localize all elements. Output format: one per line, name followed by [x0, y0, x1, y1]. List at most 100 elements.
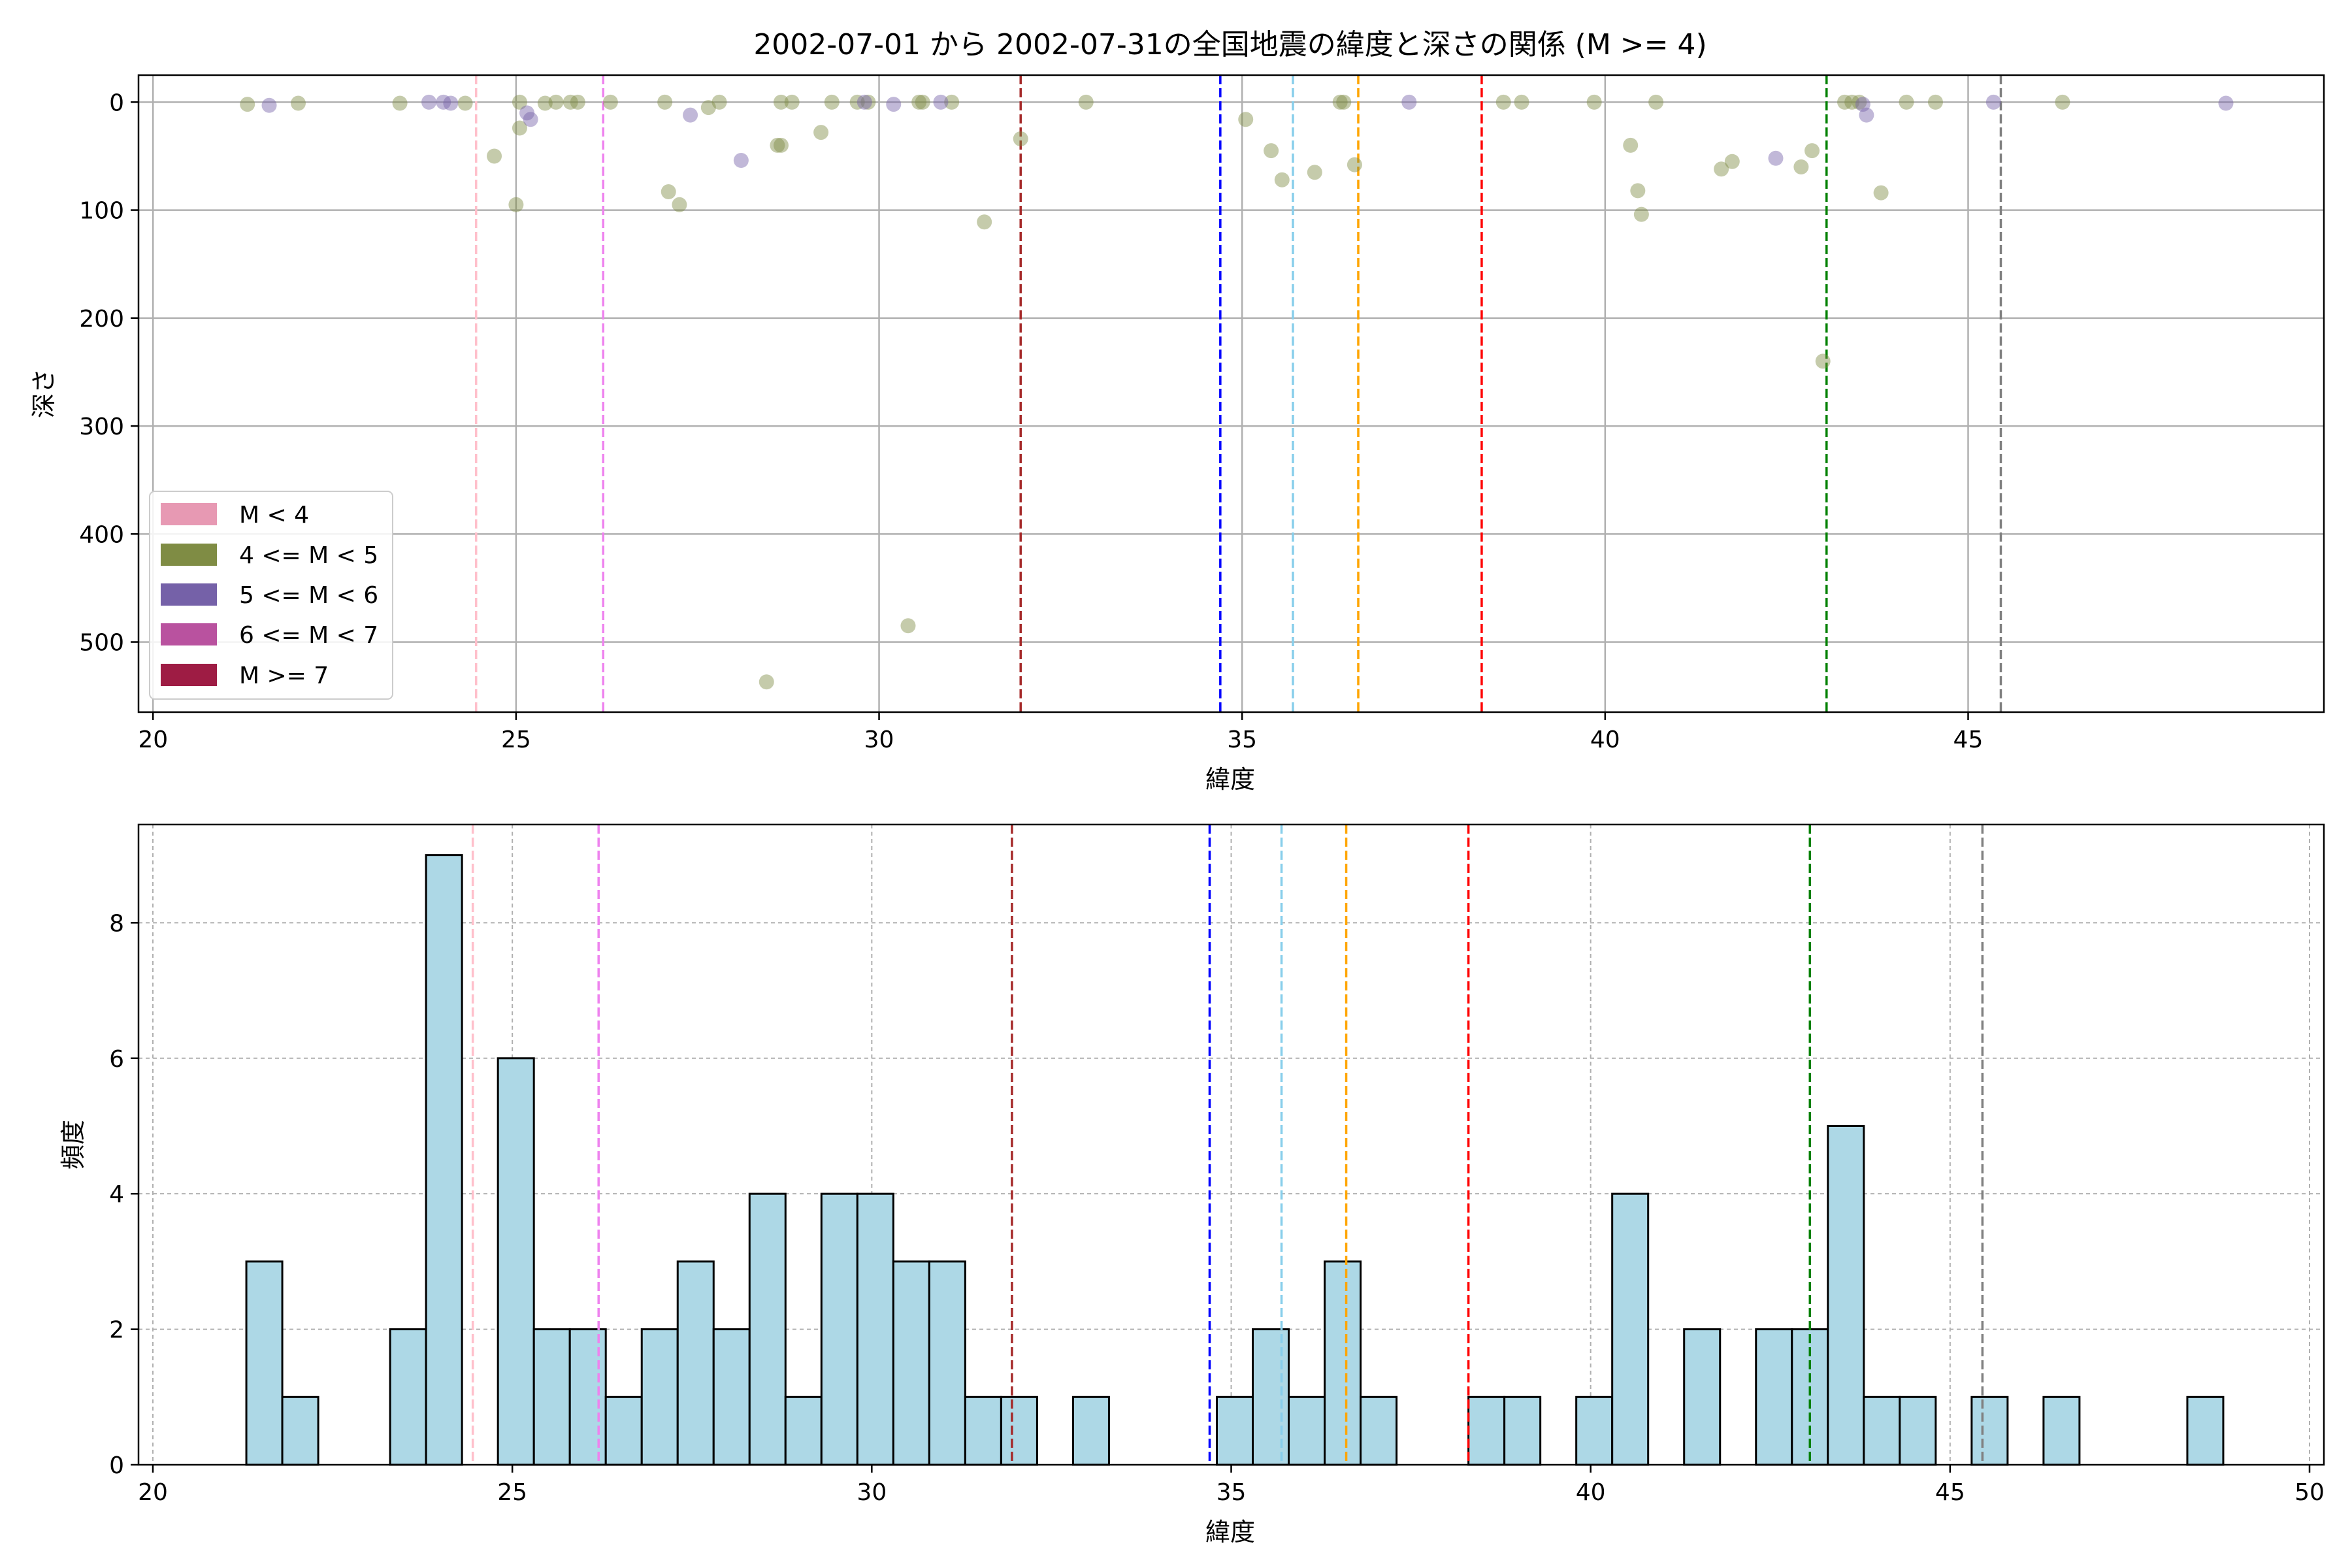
data-point [900, 618, 916, 634]
legend-label: 4 <= M < 5 [239, 542, 378, 569]
legend-box [149, 491, 393, 700]
data-point [784, 94, 800, 110]
y-tick-label: 400 [79, 521, 124, 548]
x-tick-label: 20 [138, 1479, 168, 1506]
histogram-bar [2186, 1396, 2225, 1466]
histogram-bar [1827, 1124, 1865, 1466]
data-point [537, 95, 553, 111]
data-point [1844, 94, 1860, 110]
y-tick-label: 4 [109, 1181, 124, 1208]
data-point [1815, 353, 1831, 369]
data-point [770, 137, 785, 153]
x-tick-label: 20 [138, 727, 168, 753]
y-tick-label: 6 [109, 1046, 124, 1073]
data-point [773, 137, 789, 153]
x-tick-label: 25 [501, 727, 531, 753]
data-point [487, 148, 502, 164]
data-point [1401, 94, 1417, 110]
y-tick-label: 0 [109, 1452, 124, 1479]
scatter-points [240, 94, 2234, 690]
data-point [512, 120, 527, 136]
histogram-bar [1252, 1328, 1290, 1466]
histogram-bar [640, 1328, 679, 1466]
histogram-bar [1755, 1328, 1793, 1466]
data-point [711, 94, 727, 110]
data-point [290, 95, 306, 111]
data-point [563, 94, 578, 110]
x-tick-label: 35 [1217, 1479, 1247, 1506]
histogram-bar [748, 1192, 787, 1466]
y-tick-label: 200 [79, 306, 124, 333]
data-point [683, 107, 698, 123]
legend-swatch [161, 623, 217, 645]
data-point [1586, 94, 1602, 110]
histogram-bar [2042, 1396, 2081, 1466]
data-point [944, 94, 960, 110]
data-point [1927, 94, 1943, 110]
data-point [2055, 94, 2070, 110]
legend-item: M < 4 [161, 502, 309, 529]
data-point [548, 94, 564, 110]
data-point [1855, 97, 1870, 112]
data-point [523, 112, 538, 127]
data-point [1633, 206, 1649, 222]
data-point [857, 94, 872, 110]
scatter-reference-lines [475, 75, 2002, 712]
legend-swatch [161, 544, 217, 566]
data-point [1307, 165, 1322, 180]
x-tick-label: 30 [864, 727, 894, 753]
histogram-y-axis-label: 頻度 [59, 1120, 88, 1169]
data-point [849, 94, 865, 110]
data-point [860, 94, 876, 110]
histogram-bar [1683, 1328, 1722, 1466]
data-point [1495, 94, 1511, 110]
data-point [1336, 94, 1352, 110]
data-point [824, 94, 840, 110]
data-point [1238, 112, 1254, 127]
histogram-bars [245, 854, 2225, 1466]
legend-item: 6 <= M < 7 [161, 622, 378, 649]
histogram-bar [892, 1260, 930, 1466]
histogram-bar [281, 1396, 319, 1466]
histogram-bar [1611, 1192, 1650, 1466]
histogram-x-axis-label: 緯度 [1205, 1518, 1255, 1546]
data-point [1899, 94, 1914, 110]
data-point [657, 94, 673, 110]
data-point [1859, 107, 1874, 123]
y-tick-label: 100 [79, 198, 124, 225]
histogram-bar [425, 854, 463, 1466]
histogram-bar [928, 1260, 966, 1466]
legend-label: 6 <= M < 7 [239, 622, 378, 649]
data-point [1724, 154, 1740, 169]
legend: M < 4 4 <= M < 5 5 <= M < 6 6 <= M < 7 M… [149, 491, 393, 700]
x-tick-label: 50 [2295, 1479, 2325, 1506]
y-tick-label: 500 [79, 630, 124, 657]
data-point [602, 94, 618, 110]
x-tick-label: 35 [1227, 727, 1257, 753]
histogram-bar [1863, 1396, 1901, 1466]
histogram-bar [389, 1328, 427, 1466]
x-tick-label: 45 [1935, 1479, 1965, 1506]
histogram-bar [1360, 1396, 1398, 1466]
y-tick-label: 300 [79, 414, 124, 440]
data-point [1985, 94, 2001, 110]
scatter-plot-frame [137, 74, 2325, 713]
legend-label: M >= 7 [239, 662, 329, 689]
data-point [519, 105, 535, 121]
data-point [773, 94, 789, 110]
data-point [1264, 143, 1279, 159]
data-point [733, 153, 749, 169]
data-point [240, 97, 255, 112]
data-point [1793, 159, 1809, 174]
data-point [2218, 95, 2234, 111]
histogram-bar [1503, 1396, 1542, 1466]
scatter-gridlines [139, 75, 2324, 712]
histogram-bar [1000, 1396, 1038, 1466]
x-tick-label: 40 [1576, 1479, 1606, 1506]
data-point [1274, 172, 1290, 188]
legend-swatch [161, 664, 217, 686]
depth-scatter-panel: 2002-07-01 から 2002-07-31の全国地震の緯度と深さの関係 (… [29, 28, 2325, 794]
data-point [977, 214, 992, 230]
data-point [1078, 94, 1094, 110]
